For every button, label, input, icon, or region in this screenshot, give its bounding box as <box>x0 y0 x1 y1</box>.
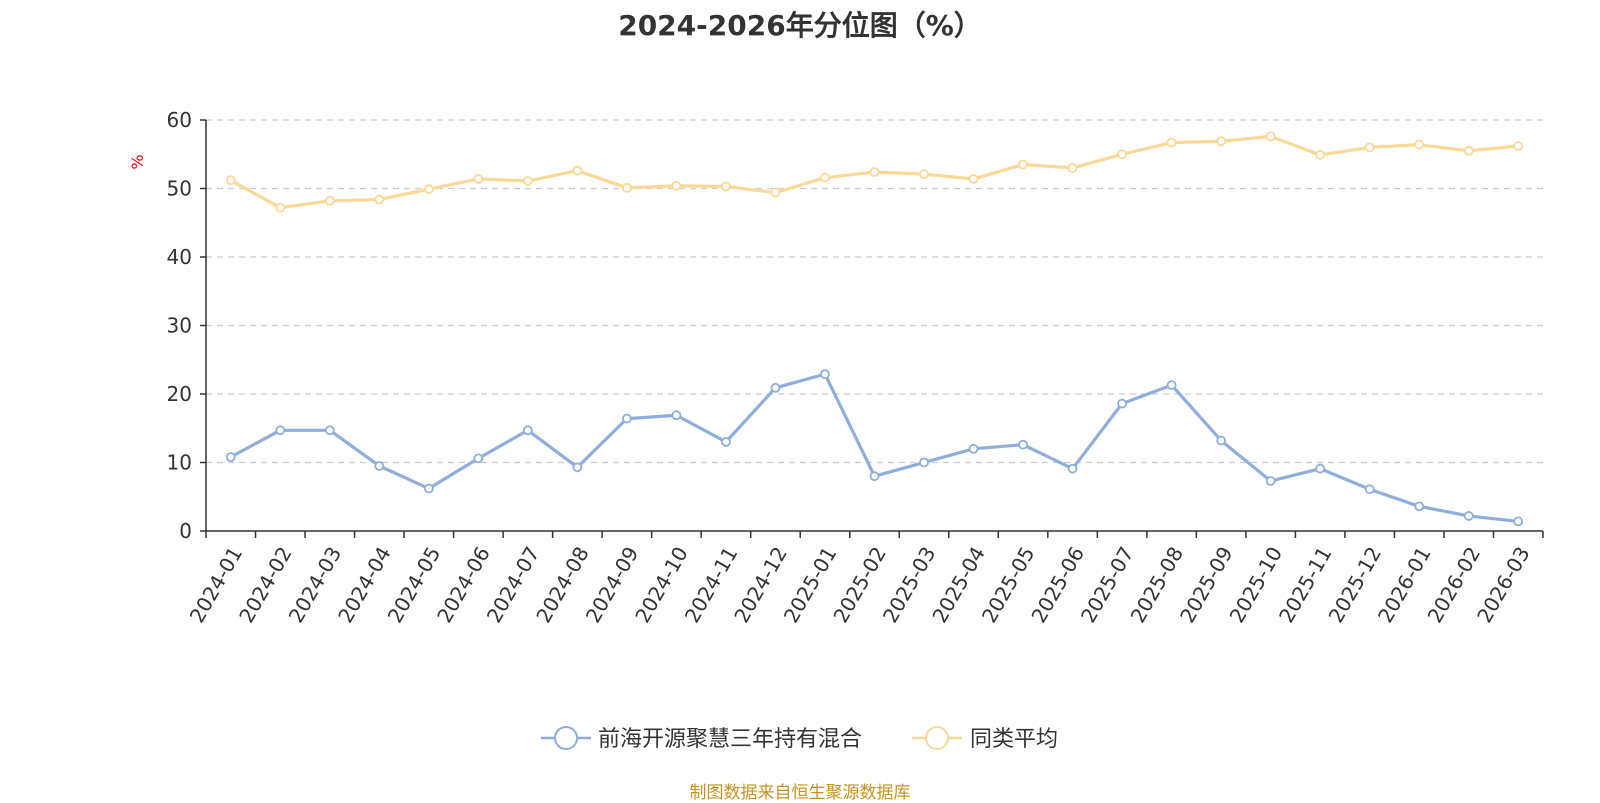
data-point <box>1117 398 1127 409</box>
legend[interactable]: 前海开源聚慧三年持有混合 同类平均 <box>541 726 1058 752</box>
axes: 01020304050602024-012024-022024-032024-0… <box>167 108 1544 627</box>
data-point <box>869 471 880 482</box>
data-point <box>522 176 533 186</box>
data-point <box>1018 439 1028 450</box>
legend-item-1[interactable]: 同类平均 <box>912 726 1058 752</box>
data-point <box>1463 145 1474 156</box>
data-point <box>622 182 632 193</box>
data-point <box>374 194 385 205</box>
data-point <box>1315 150 1326 160</box>
data-point <box>423 483 434 494</box>
y-tick-label: 20 <box>167 382 192 406</box>
data-point <box>1265 131 1276 142</box>
series-0 <box>225 369 1524 527</box>
data-point <box>572 462 583 473</box>
series-1 <box>225 131 1524 213</box>
data-point <box>1216 435 1227 446</box>
y-tick-label: 40 <box>167 245 192 269</box>
data-point <box>1463 511 1474 521</box>
series-line <box>229 372 1519 524</box>
data-point <box>275 425 286 436</box>
data-point <box>225 452 236 462</box>
data-point <box>1364 142 1375 153</box>
legend-label: 前海开源聚慧三年持有混合 <box>598 727 862 752</box>
data-point <box>324 195 335 206</box>
data-point <box>423 184 434 195</box>
data-point <box>1265 476 1276 486</box>
data-point <box>1315 463 1326 474</box>
data-point <box>1414 501 1425 512</box>
y-tick-label: 10 <box>167 451 192 475</box>
data-point <box>572 165 583 176</box>
data-point <box>1067 163 1078 173</box>
data-point <box>324 425 335 436</box>
data-point <box>671 410 682 421</box>
y-tick-label: 0 <box>179 519 192 543</box>
y-tick-label: 30 <box>167 314 192 338</box>
data-point <box>820 172 830 183</box>
data-point <box>374 461 385 471</box>
data-point <box>968 174 979 184</box>
data-point <box>622 413 632 424</box>
series-layer <box>225 131 1524 527</box>
legend-swatch-marker <box>554 726 578 750</box>
y-axis-unit-label: % <box>128 154 147 169</box>
y-tick-label: 60 <box>167 108 192 132</box>
data-point <box>671 180 682 191</box>
data-point <box>770 187 781 198</box>
data-point <box>1018 159 1028 170</box>
data-point <box>770 382 781 393</box>
data-point <box>1166 380 1177 390</box>
source-note: 制图数据来自恒生聚源数据库 <box>689 783 911 803</box>
chart-title: 2024-2026年分位图（%） <box>618 9 982 42</box>
legend-swatch-marker <box>925 726 949 750</box>
data-point <box>1216 136 1227 147</box>
data-point <box>721 437 731 447</box>
data-point <box>721 181 731 192</box>
data-point <box>919 169 929 180</box>
data-point <box>522 425 533 436</box>
data-point <box>820 369 830 380</box>
data-point <box>919 457 929 468</box>
data-point <box>1117 149 1127 160</box>
data-point <box>275 202 286 213</box>
data-point <box>1513 516 1524 527</box>
legend-label: 同类平均 <box>970 727 1058 752</box>
data-point <box>473 453 484 464</box>
legend-item-0[interactable]: 前海开源聚慧三年持有混合 <box>541 726 862 752</box>
data-point <box>1513 141 1524 151</box>
data-point <box>968 443 979 454</box>
data-point <box>1414 139 1425 150</box>
data-point <box>225 175 236 186</box>
data-point <box>1364 484 1375 495</box>
data-point <box>1067 463 1078 474</box>
y-tick-label: 50 <box>167 177 192 201</box>
data-point <box>1166 137 1177 148</box>
data-point <box>473 174 484 184</box>
data-point <box>869 167 880 177</box>
